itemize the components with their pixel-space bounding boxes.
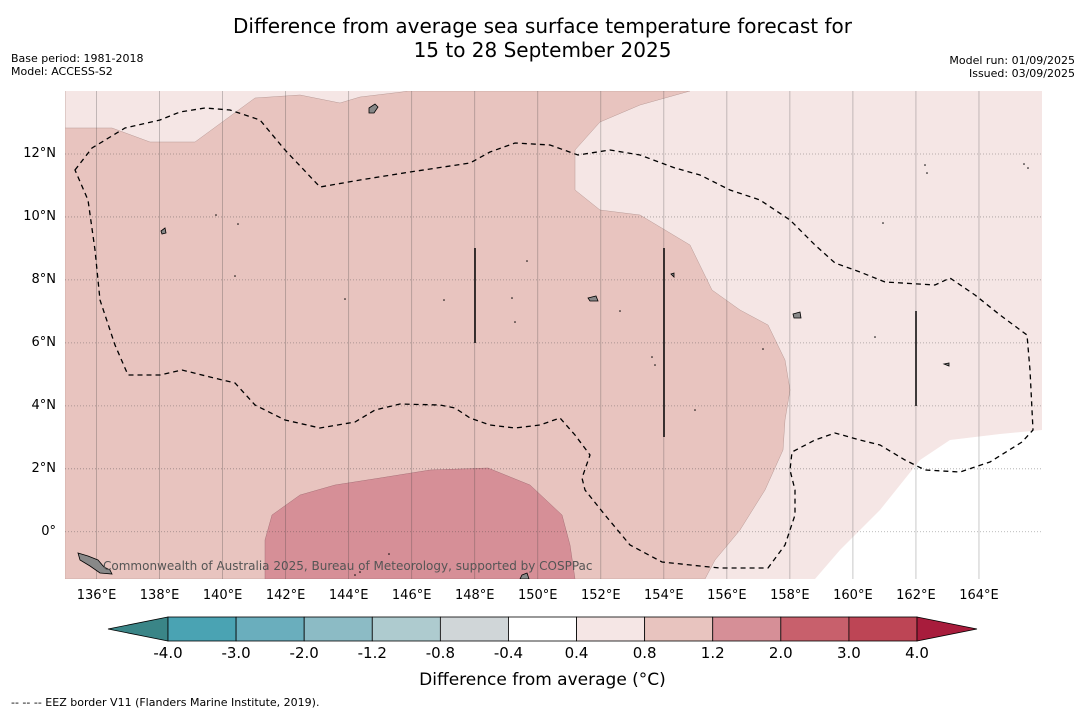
issued-date: Issued: 03/09/2025 (968, 67, 1075, 80)
lon-tick-label: 146°E (391, 588, 432, 603)
colorbar-extend-high (916, 616, 978, 642)
colorbar-segment (780, 616, 850, 642)
lon-tick-label: 152°E (581, 588, 621, 603)
map-title: Difference from average sea surface temp… (0, 14, 1085, 62)
lon-tick-label: 154°E (644, 588, 684, 603)
lon-tick-label: 138°E (139, 588, 180, 603)
colorbar-tick-label: 0.8 (632, 644, 657, 662)
meta-left: Base period: 1981-2018 Model: ACCESS-S2 (11, 52, 143, 78)
colorbar-tick-label: -0.4 (493, 644, 524, 662)
lon-tick-label: 148°E (454, 588, 495, 603)
eez-border-north (74, 107, 1034, 569)
colorbar-tick-label: 3.0 (836, 644, 861, 662)
island-1 (368, 103, 379, 114)
title-line-2: 15 to 28 September 2025 (413, 38, 672, 62)
colorbar-tick-label: -0.8 (425, 644, 455, 662)
lon-tick-label: 142°E (265, 588, 306, 603)
colorbar-segment (439, 616, 509, 642)
colorbar-segment (644, 616, 714, 642)
lat-tick-label: 6°N (31, 334, 57, 350)
colorbar-segment (235, 616, 305, 642)
lat-tick-label: 2°N (31, 460, 57, 476)
lon-tick-label: 140°E (202, 588, 243, 603)
lon-tick-label: 158°E (770, 588, 810, 603)
lat-tick-label: 12°N (23, 145, 56, 161)
lat-tick-label: 8°N (31, 271, 57, 287)
title-line-1: Difference from average sea surface temp… (232, 14, 852, 38)
anomaly-near-zero-region (815, 430, 1042, 579)
lon-tick-label: 150°E (517, 588, 558, 603)
lon-tick-label: 160°E (833, 588, 873, 603)
colorbar (107, 616, 978, 642)
island-specks (215, 163, 1029, 576)
colorbar-segment (303, 616, 373, 642)
lon-tick-label: 144°E (328, 588, 369, 603)
lat-tick-label: 10°N (23, 208, 56, 224)
lon-tick-label: 162°E (896, 588, 936, 603)
base-period: Base period: 1981-2018 (11, 52, 144, 65)
islands (77, 103, 950, 579)
lat-tick-label: 4°N (31, 397, 57, 413)
lon-tick-label: 164°E (959, 588, 999, 603)
anomaly-0.8-1.2-region (65, 91, 791, 579)
colorbar-tick-label: -4.0 (153, 644, 183, 662)
anomaly-1.2-2.0-region (264, 467, 576, 579)
colorbar-segment (508, 616, 577, 642)
colorbar-tick-label: 0.4 (564, 644, 589, 662)
island-2 (160, 227, 167, 235)
colorbar-title: Difference from average (°C) (419, 670, 666, 690)
colorbar-segment (848, 616, 918, 642)
eez-footnote: -- -- -- EEZ border V11 (Flanders Marine… (11, 696, 320, 709)
colorbar-segment (167, 616, 237, 642)
colorbar-segment (712, 616, 782, 642)
colorbar-tick-label: -3.0 (221, 644, 251, 662)
colorbar-segment (371, 616, 441, 642)
island-5 (942, 362, 950, 367)
model-run: Model run: 01/09/2025 (949, 54, 1075, 67)
meta-right: Model run: 01/09/2025 Issued: 03/09/2025 (949, 54, 1075, 80)
lon-tick-label: 156°E (707, 588, 747, 603)
colorbar-tick-label: 4.0 (905, 644, 929, 662)
lon-tick-label: 136°E (76, 588, 117, 603)
island-8 (519, 572, 530, 579)
colorbar-segment (576, 616, 646, 642)
colorbar-tick-label: -1.2 (357, 644, 387, 662)
colorbar-tick-label: -2.0 (289, 644, 319, 662)
colorbar-tick-label: 2.0 (768, 644, 793, 662)
colorbar-tick-label: 1.2 (700, 644, 725, 662)
credit-text: Commonwealth of Australia 2025, Bureau o… (103, 559, 593, 573)
island-3 (587, 295, 599, 302)
colorbar-extend-low (107, 616, 169, 642)
lat-tick-label: 0° (41, 523, 56, 539)
island-6 (670, 272, 675, 278)
island-4 (792, 311, 802, 319)
island-7 (77, 552, 113, 575)
map-plot-area (65, 91, 1042, 579)
model-name: Model: ACCESS-S2 (11, 65, 113, 78)
